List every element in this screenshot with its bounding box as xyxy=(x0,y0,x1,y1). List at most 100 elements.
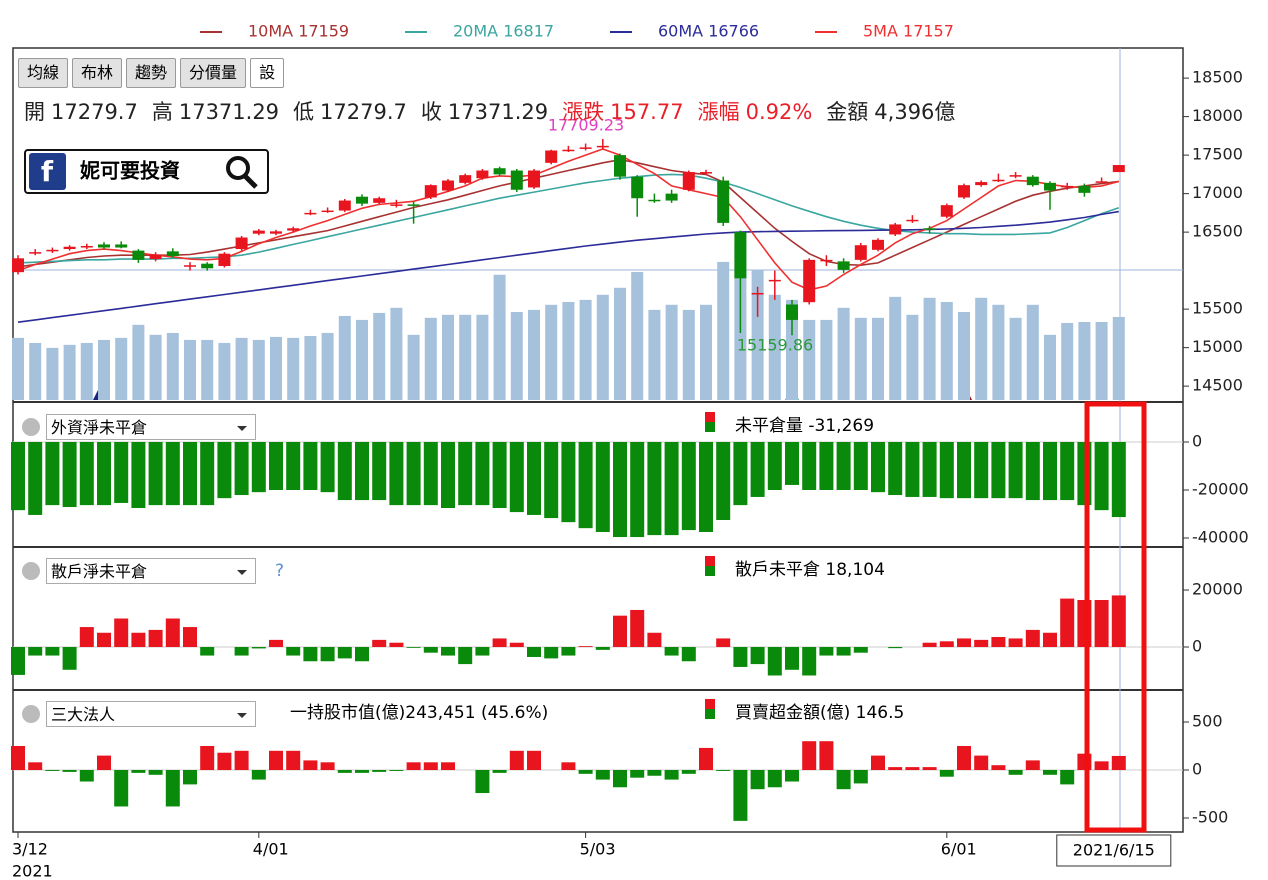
volume-bar xyxy=(1009,317,1022,400)
volume-bar xyxy=(115,337,128,400)
bar xyxy=(131,769,146,773)
candle-body xyxy=(682,172,695,190)
candle-body xyxy=(459,175,472,183)
indicator-select[interactable]: 三大法人 xyxy=(46,701,256,727)
bar xyxy=(733,441,748,506)
bar xyxy=(750,647,765,665)
y-tick-label: -500 xyxy=(1192,807,1228,826)
bar xyxy=(905,441,920,497)
quote-item: 收 17371.29 xyxy=(420,100,549,124)
frame xyxy=(12,47,1184,833)
bar xyxy=(888,647,903,649)
volume-bar xyxy=(166,332,179,400)
candle-body xyxy=(1095,181,1108,183)
volume-bar xyxy=(596,294,609,400)
bar xyxy=(802,741,817,770)
bar xyxy=(681,769,696,774)
volume-bar xyxy=(906,314,919,400)
volume-bar xyxy=(1095,321,1108,400)
bar xyxy=(200,441,215,506)
indicator-select[interactable]: 外資淨未平倉 xyxy=(46,414,256,440)
volume-bar xyxy=(132,324,145,400)
candle-body xyxy=(820,259,833,262)
bar xyxy=(475,441,490,506)
candle-body xyxy=(218,253,231,267)
candle-body xyxy=(596,145,609,148)
candle-body xyxy=(493,168,506,175)
bar xyxy=(148,441,163,506)
volume-bar xyxy=(80,342,93,400)
bar xyxy=(217,441,232,499)
y-tick-label: 16500 xyxy=(1192,222,1243,241)
quote-item: 漲跌 157.77 xyxy=(562,100,684,124)
tab[interactable]: 設 xyxy=(250,58,285,88)
candle-body xyxy=(1044,182,1056,191)
bar xyxy=(888,767,903,770)
bar xyxy=(957,638,971,648)
volume-bar xyxy=(46,347,59,400)
bar xyxy=(251,441,266,493)
panel-note: 一持股市值(億)243,451 (45.6%) xyxy=(290,703,549,723)
tab[interactable]: 布林 xyxy=(72,58,123,88)
bar xyxy=(1111,755,1126,770)
bar xyxy=(509,441,524,513)
y-tick-label: 15500 xyxy=(1192,299,1243,318)
bar xyxy=(372,639,387,648)
bar xyxy=(62,647,77,670)
bar xyxy=(1060,598,1075,648)
volume-bar xyxy=(1026,304,1039,400)
bar xyxy=(372,441,387,501)
ma-line xyxy=(17,148,1119,291)
volume-bar xyxy=(201,339,214,400)
bar xyxy=(974,639,989,648)
y-tick-label: 17500 xyxy=(1192,145,1243,164)
candle-body xyxy=(1061,185,1074,188)
candle-body xyxy=(29,252,42,254)
bar xyxy=(939,641,954,648)
volume-bar xyxy=(184,339,196,400)
volume-bar xyxy=(700,304,712,400)
tab[interactable]: 均線 xyxy=(18,58,69,88)
bar xyxy=(785,769,799,782)
bar xyxy=(871,755,885,770)
candle-body xyxy=(923,228,936,230)
bar xyxy=(406,441,421,506)
candle-body xyxy=(149,254,162,260)
volume-bar xyxy=(872,317,884,400)
quote-value: 0.92% xyxy=(745,100,813,124)
ma-line xyxy=(17,158,1119,268)
candle-body xyxy=(115,244,128,248)
bar xyxy=(1094,441,1109,511)
volume-bar xyxy=(1112,316,1125,400)
help[interactable]: ? xyxy=(275,561,285,581)
volume-bar xyxy=(270,336,282,400)
bar xyxy=(595,647,610,650)
tab[interactable]: 分價量 xyxy=(180,58,247,88)
bar xyxy=(441,762,455,770)
bar xyxy=(871,441,885,493)
indicator-select[interactable]: 散戶淨未平倉 xyxy=(46,558,256,584)
bar xyxy=(234,750,249,770)
candle-body xyxy=(665,193,678,201)
volume-bar xyxy=(424,317,437,400)
volume-bar xyxy=(992,304,1005,400)
bar xyxy=(647,441,662,536)
bar xyxy=(578,646,593,648)
legend-label: 10MA 17159 xyxy=(248,22,349,41)
bar xyxy=(544,647,559,659)
candle-body xyxy=(390,204,403,206)
bar xyxy=(578,769,593,774)
bar xyxy=(1060,769,1075,785)
candle-body xyxy=(751,292,764,295)
annotation: 17709.23 xyxy=(548,116,624,135)
quote-item: 金額 4,396億 xyxy=(826,100,956,124)
bar xyxy=(234,441,249,496)
candle-body xyxy=(545,150,558,163)
volume-bar xyxy=(390,307,403,400)
bar xyxy=(458,441,473,506)
quote-value: 157.77 xyxy=(610,100,684,124)
volume-bar xyxy=(493,274,506,400)
bar xyxy=(200,745,215,770)
tab[interactable]: 趨勢 xyxy=(126,58,177,88)
